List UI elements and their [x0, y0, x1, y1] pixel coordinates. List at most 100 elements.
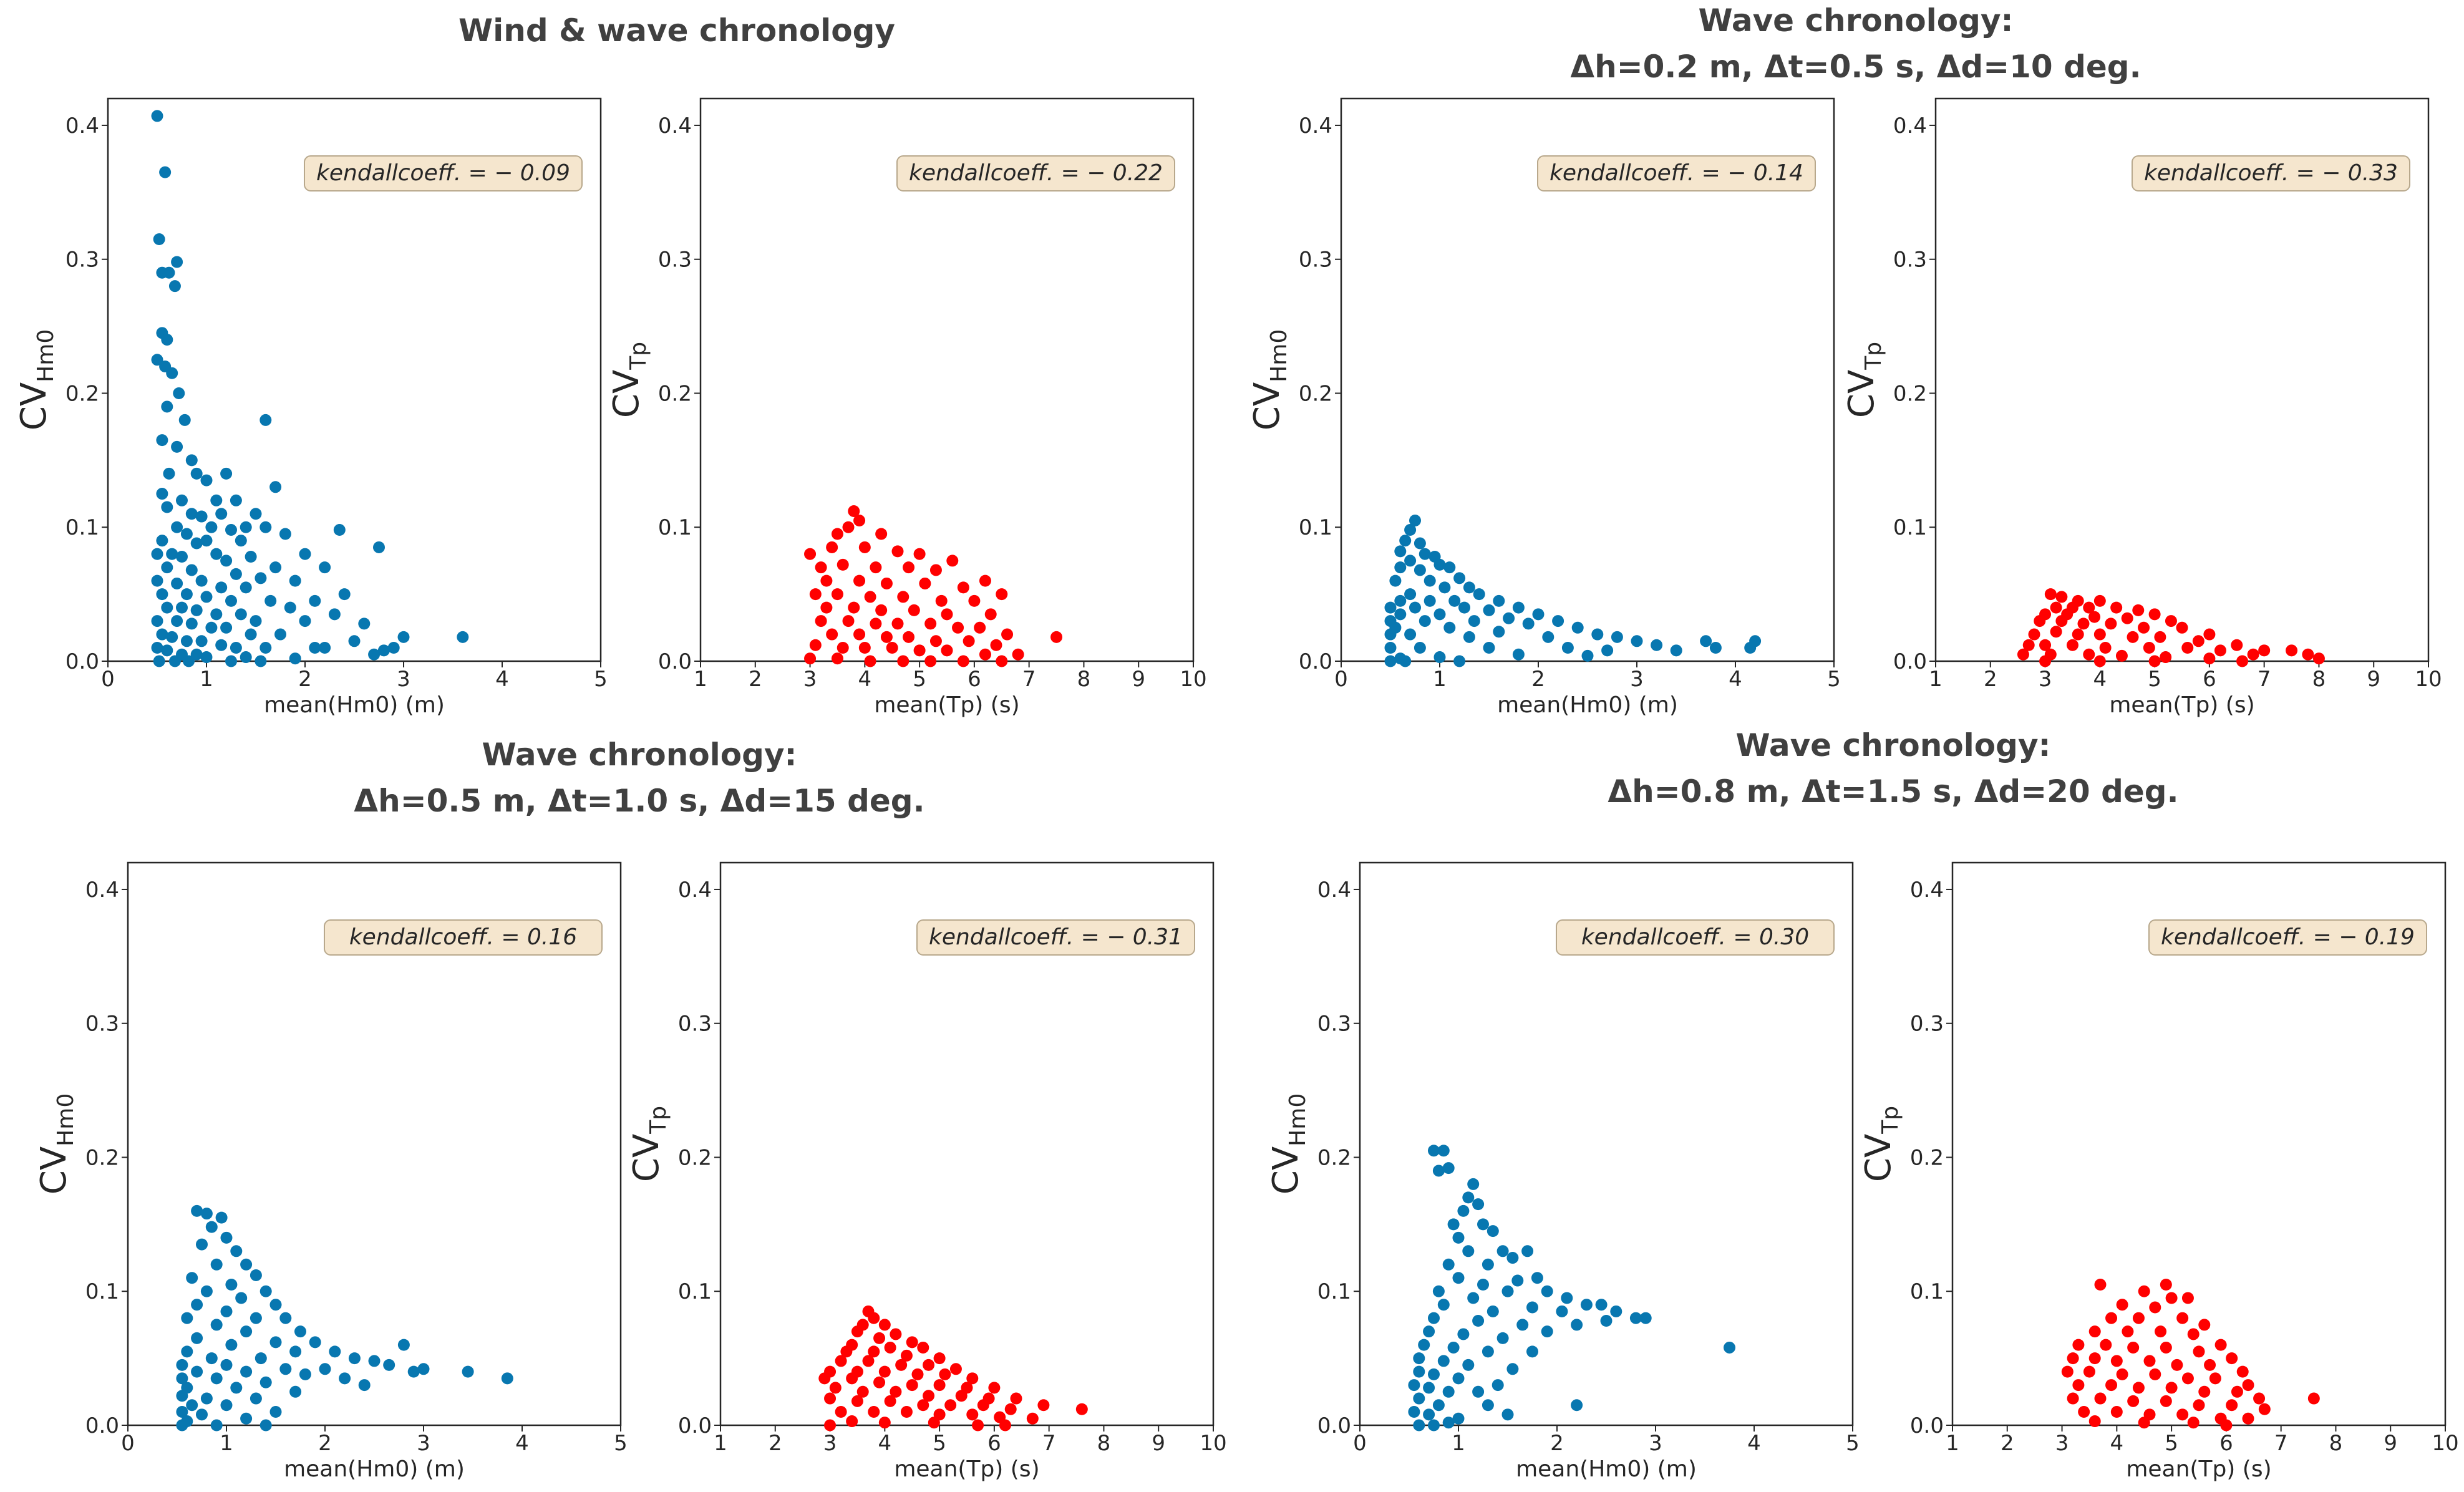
scatter-point [996, 588, 1008, 601]
title-wave-0-8-line-1: Wave chronology: [1735, 727, 2050, 763]
scatter-point [259, 1285, 272, 1297]
title-wave-0-2-line-1: Wave chronology: [1698, 2, 2013, 39]
scatter-point [911, 1368, 924, 1380]
scatter-point [1561, 642, 1574, 654]
scatter-point [924, 655, 937, 667]
scatter-point [220, 1359, 233, 1371]
scatter-point [886, 642, 898, 654]
scatter-point [259, 1419, 272, 1431]
scatter-point [2302, 648, 2314, 661]
scatter-point [1468, 615, 1480, 627]
scatter-point [240, 581, 252, 594]
scatter-point [1001, 628, 1014, 641]
scatter-point [171, 521, 183, 533]
kendall-coefficient-label: kendallcoeff. = − 0.22 [909, 160, 1163, 186]
scatter-point [200, 651, 213, 664]
x-tick-label: 6 [2203, 667, 2216, 692]
scatter-point [1438, 581, 1451, 594]
scatter-point [941, 644, 953, 657]
scatter-point [1452, 1372, 1465, 1385]
scatter-point [176, 1406, 188, 1418]
scatter-point [2127, 1341, 2140, 1354]
scatter-point [250, 508, 262, 520]
scatter-point [210, 1319, 223, 1331]
scatter-point [2253, 1392, 2266, 1405]
scatter-point [853, 515, 866, 526]
scatter-point [220, 1399, 233, 1412]
x-tick-label: 8 [1077, 667, 1091, 692]
y-axis-label-main: CV [1266, 1146, 1306, 1194]
scatter-point [250, 1392, 262, 1405]
scatter-point [963, 635, 975, 647]
scatter-point [269, 1336, 282, 1349]
scatter-point [891, 618, 904, 630]
scatter-point [220, 1305, 233, 1317]
scatter-point [176, 1359, 188, 1371]
scatter-point [2176, 1408, 2189, 1421]
scatter-point [1442, 1385, 1455, 1398]
kendall-box [2148, 919, 2427, 956]
scatter-point [1419, 548, 1431, 560]
scatter-point [299, 615, 311, 627]
scatter-point [895, 1359, 908, 1371]
scatter-point [185, 454, 198, 467]
scatter-point [1506, 1363, 1519, 1375]
x-tick-label: 3 [1630, 667, 1644, 692]
y-tick-label: 0.1 [1317, 1279, 1351, 1304]
scatter-point [853, 574, 866, 587]
scatter-point [933, 1352, 946, 1365]
scatter-point [1026, 1412, 1039, 1425]
x-tick-label: 8 [1097, 1431, 1111, 1456]
scatter-point [180, 635, 193, 647]
x-tick-label: 0 [121, 1431, 135, 1456]
scatter-point [1512, 648, 1525, 661]
scatter-point [831, 528, 843, 540]
scatter-point [1424, 574, 1436, 587]
scatter-point [2105, 1379, 2118, 1392]
x-tick-label: 7 [2258, 667, 2271, 692]
scatter-point [897, 591, 909, 603]
scatter-point [176, 550, 188, 563]
scatter-point [1413, 1392, 1425, 1405]
scatter-point [884, 1341, 896, 1354]
scatter-point [1418, 1339, 1430, 1351]
scatter-point [289, 1345, 302, 1358]
scatter-point [1409, 601, 1421, 614]
scatter-point [1670, 644, 1682, 657]
scatter-point [1501, 1285, 1514, 1297]
scatter-point [2149, 1368, 2161, 1380]
scatter-point [2127, 631, 2139, 643]
scatter-point [319, 642, 331, 654]
y-axis-label-subscript: Tp [1878, 1106, 1903, 1135]
y-axis-label-main: CV [1858, 1134, 1899, 1182]
x-tick-label: 1 [714, 1431, 727, 1456]
scatter-point [2138, 1417, 2150, 1429]
scatter-point [804, 652, 817, 665]
scatter-point [1452, 1272, 1465, 1284]
scatter-point [1437, 1299, 1450, 1311]
scatter-point [928, 1417, 940, 1429]
x-tick-label: 4 [2093, 667, 2107, 692]
scatter-point [1437, 1145, 1450, 1157]
scatter-point [185, 508, 198, 520]
scatter-point [264, 594, 277, 607]
scatter-point [269, 1406, 282, 1418]
scatter-point [2181, 1292, 2194, 1304]
scatter-point [190, 467, 203, 480]
y-axis-label-subscript: Hm0 [1285, 1093, 1311, 1146]
kendall-coefficient-label: kendallcoeff. = − 0.31 [929, 924, 1183, 950]
y-tick-label: 0.0 [1893, 649, 1927, 674]
scatter-point [1493, 626, 1505, 638]
x-tick-label: 4 [495, 667, 509, 692]
scatter-point [864, 655, 876, 667]
y-tick-label: 0.3 [65, 248, 99, 273]
scatter-point [878, 1417, 891, 1429]
scatter-point [220, 467, 233, 480]
scatter-point [168, 655, 181, 667]
scatter-point [210, 608, 223, 621]
scatter-point [1457, 1328, 1470, 1340]
scatter-point [858, 642, 871, 654]
scatter-point [2198, 1385, 2211, 1398]
scatter-point [1423, 1408, 1435, 1421]
x-axis-label: mean(Hm0) (m) [1516, 1456, 1697, 1482]
